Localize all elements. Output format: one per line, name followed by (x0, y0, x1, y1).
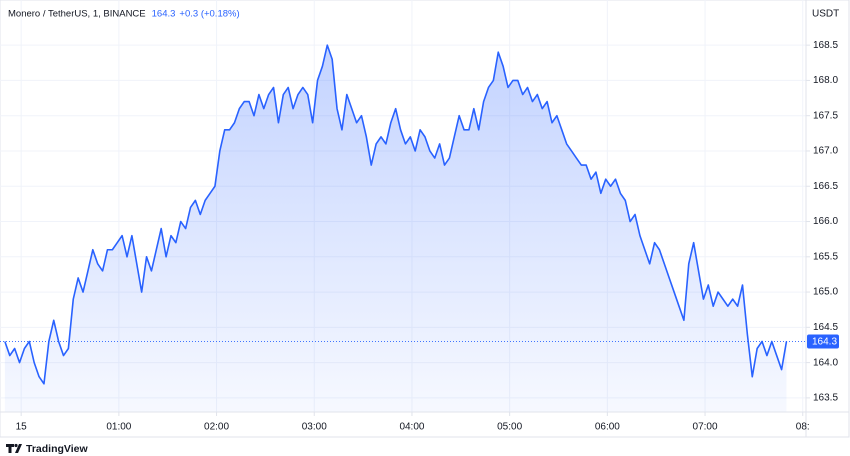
x-tick-label: 02:00 (204, 422, 229, 433)
price-line (4, 44, 788, 385)
header-change: +0.3 (+0.18%) (179, 9, 239, 20)
y-tick-label: 165.0 (813, 287, 838, 298)
y-tick-label: 168.5 (813, 40, 838, 51)
y-tick-label: 164.0 (813, 357, 838, 368)
frame (0, 0, 850, 438)
y-tick-label: 165.5 (813, 251, 838, 262)
x-tick-label: 04:00 (399, 422, 424, 433)
last-price-label: 164.3 (812, 337, 837, 348)
y-tick-label: 167.5 (813, 110, 838, 121)
x-tick-label: 07:00 (693, 422, 718, 433)
currency-label: USDT (812, 9, 839, 20)
y-tick-label: 163.5 (813, 393, 838, 404)
y-tick-label: 168.0 (813, 75, 838, 86)
x-tick-label: 01:00 (106, 422, 131, 433)
axes: 163.5 164.0 164.5 165.0 165.5 166.0 166.5 167.0… (16, 40, 839, 433)
brand-logo (6, 443, 22, 453)
area-fill (4, 45, 787, 413)
chart-title: Monero / TetherUS, 1, BINANCE (8, 9, 146, 20)
brand-name: TradingView (26, 443, 88, 455)
x-tick-label: 15 (16, 422, 28, 433)
plot (0, 44, 806, 413)
y-tick-label: 166.5 (813, 181, 838, 192)
y-tick-label: 166.0 (813, 216, 838, 227)
last-price-badge (807, 334, 839, 349)
x-tick-label: 06:00 (595, 422, 620, 433)
x-tick-label: 05:00 (497, 422, 522, 433)
x-tick-label: 03:00 (302, 422, 327, 433)
y-tick-label: 167.0 (813, 146, 838, 157)
x-tick-label: 08: (796, 422, 810, 433)
y-tick-label: 164.5 (813, 322, 838, 333)
header-price: 164.3 (152, 9, 176, 20)
